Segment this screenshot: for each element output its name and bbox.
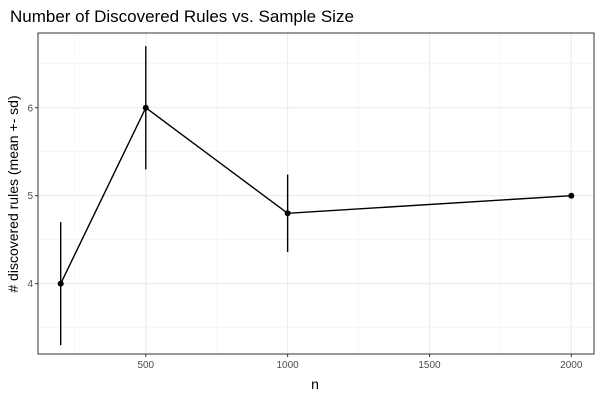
data-point — [284, 210, 291, 217]
series-lines — [60, 106, 572, 284]
x-axis-title: n — [311, 376, 319, 392]
series-points — [57, 104, 575, 287]
data-point — [568, 192, 575, 199]
chart-title: Number of Discovered Rules vs. Sample Si… — [10, 7, 354, 26]
y-tick-label: 6 — [27, 103, 33, 114]
y-axis-title: # discovered rules (mean +- sd) — [5, 95, 21, 292]
series-line — [60, 106, 572, 284]
x-tick-label: 1000 — [277, 360, 300, 371]
x-tick-label: 500 — [137, 360, 154, 371]
x-axis-ticks: 500 1000 1500 2000 — [137, 354, 583, 371]
y-tick-label: 4 — [27, 279, 33, 290]
panel-border — [37, 32, 595, 355]
data-point — [57, 280, 64, 287]
x-tick-label: 1500 — [418, 360, 441, 371]
x-tick-label: 2000 — [560, 360, 583, 371]
data-point — [142, 104, 149, 111]
grid-minor — [38, 33, 594, 354]
y-tick-label: 5 — [27, 191, 33, 202]
y-axis-ticks: 4 5 6 — [27, 103, 38, 290]
grid-major — [38, 33, 594, 354]
